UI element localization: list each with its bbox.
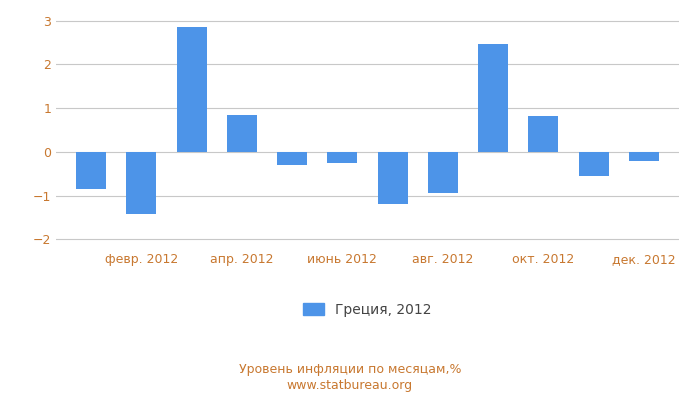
Text: www.statbureau.org: www.statbureau.org: [287, 380, 413, 392]
Bar: [227, 115, 257, 152]
Bar: [528, 116, 559, 152]
Bar: [277, 152, 307, 165]
Bar: [176, 27, 206, 152]
Bar: [578, 152, 609, 176]
Bar: [76, 152, 106, 189]
Bar: [629, 152, 659, 160]
Bar: [377, 152, 407, 204]
Bar: [428, 152, 458, 193]
Text: Уровень инфляции по месяцам,%: Уровень инфляции по месяцам,%: [239, 364, 461, 376]
Legend: Греция, 2012: Греция, 2012: [298, 298, 438, 322]
Bar: [126, 152, 157, 214]
Bar: [328, 152, 358, 163]
Bar: [478, 44, 508, 152]
